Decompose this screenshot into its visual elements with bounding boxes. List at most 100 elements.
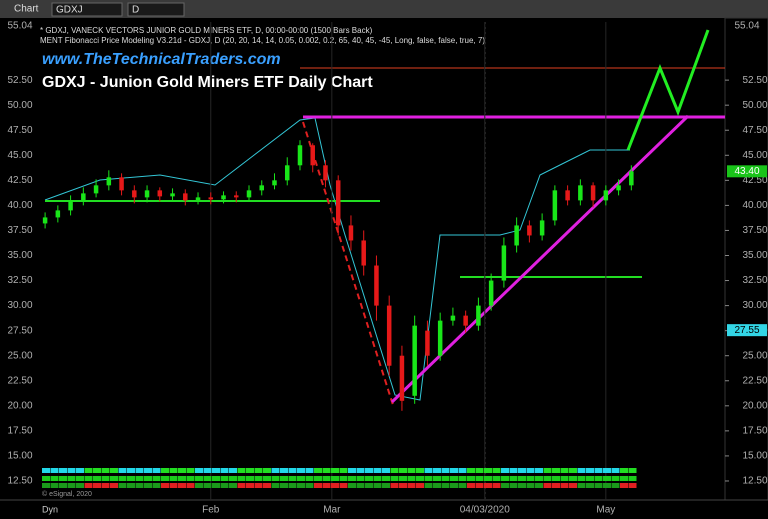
x-tick-label: 04/03/2020 [460, 505, 510, 516]
indicator-strip [229, 468, 237, 473]
indicator-strip [288, 483, 297, 488]
indicator-strip [212, 468, 220, 473]
indicator-strip [552, 468, 560, 473]
indicator-strip [586, 476, 594, 481]
symbol[interactable]: GDXJ [56, 5, 83, 16]
candle-body [412, 325, 417, 396]
copyright: © eSignal, 2020 [42, 490, 92, 498]
indicator-strip [93, 468, 101, 473]
y-tick-label-left: 27.50 [7, 325, 32, 336]
y-tick-label-left: 37.50 [7, 225, 32, 236]
y-tick-label-left: 45.00 [7, 150, 32, 161]
indicator-strip [416, 468, 424, 473]
indicator-strip [424, 476, 433, 481]
indicator-strip [254, 468, 263, 473]
price-tag [727, 165, 767, 178]
indicator-strip [543, 483, 552, 488]
indicator-strip [288, 476, 297, 481]
x-tick-label: Mar [323, 505, 341, 516]
candle-body [374, 265, 379, 306]
indicator-strip [161, 483, 169, 488]
indicator-strip [611, 476, 620, 481]
indicator-strip [76, 468, 84, 473]
indicator-strip [220, 476, 229, 481]
indicator-strip [373, 476, 382, 481]
candle-body [93, 185, 99, 194]
y-tick-label: 25.00 [742, 350, 767, 361]
indicator-strip [433, 476, 441, 481]
y-tick-label-left: 15.00 [7, 451, 32, 462]
indicator-strip [118, 468, 127, 473]
y-tick-label-left: 42.50 [7, 175, 32, 186]
indicator-strip [526, 483, 535, 488]
indicator-strip [416, 476, 424, 481]
indicator-strip [560, 476, 569, 481]
indicator-strip [246, 468, 254, 473]
indicator-strip [305, 483, 314, 488]
candle-body [425, 330, 430, 356]
candle-body [284, 165, 290, 181]
indicator-strip [560, 468, 569, 473]
candle-body [476, 305, 481, 326]
indicator-strip [144, 476, 152, 481]
symbol-box[interactable] [51, 2, 123, 17]
price-tag-label: 43.40 [734, 166, 759, 177]
candle-body [361, 240, 366, 266]
y-tick-label-left: 17.50 [7, 426, 32, 437]
candle-body [488, 280, 494, 306]
indicator-strip [569, 483, 577, 488]
candle-body [399, 355, 405, 401]
window-title: Chart [14, 4, 39, 15]
y-tick-label: 15.00 [742, 451, 767, 462]
y-tick-label-left: 22.50 [7, 375, 32, 386]
top-price-label: 55.04 [734, 21, 759, 32]
indicator-strip [50, 468, 59, 473]
indicator-strip [178, 476, 186, 481]
indicator-strip [59, 468, 67, 473]
indicator-strip [501, 483, 509, 488]
indicator-strip [127, 483, 135, 488]
indicator-strip [620, 483, 628, 488]
indicator-strip [577, 468, 586, 473]
indicator-strip [152, 483, 161, 488]
candle-body [208, 197, 214, 200]
price-axis [724, 17, 768, 501]
indicator-strip [50, 483, 59, 488]
indicator-strip [212, 483, 220, 488]
indicator-strip [237, 476, 246, 481]
indicator-strip [543, 468, 552, 473]
indicator-strip [365, 468, 373, 473]
candle-body [590, 185, 596, 201]
candle-body [170, 193, 175, 197]
y-tick-label-left: 40.00 [7, 200, 32, 211]
indicator-strip [339, 468, 348, 473]
indicator-strip [620, 476, 628, 481]
indicator-strip [509, 476, 518, 481]
y-tick-label-left: 32.50 [7, 275, 32, 286]
indicator-strip [67, 468, 76, 473]
candle-body [578, 185, 583, 201]
interval-box[interactable] [127, 2, 185, 17]
interval[interactable]: D [132, 5, 139, 16]
indicator-strip [271, 476, 280, 481]
indicator-strip [603, 476, 611, 481]
indicator-strip [42, 468, 50, 473]
indicator-strip [314, 468, 322, 473]
candle-body [501, 245, 507, 281]
indicator-strip [628, 483, 637, 488]
toolbar [0, 0, 768, 18]
y-tick-label: 30.00 [742, 300, 767, 311]
indicator-strip [322, 468, 331, 473]
y-tick-label: 37.50 [742, 225, 767, 236]
y-tick-label-left: 20.00 [7, 400, 32, 411]
candle-body [272, 180, 277, 186]
indicator-strip [356, 468, 365, 473]
indicator-strip [416, 483, 424, 488]
indicator-strip [152, 476, 161, 481]
indicator-strip [305, 476, 314, 481]
candle-body [259, 185, 264, 191]
indicator-strip [424, 468, 433, 473]
y-tick-label-left: 30.00 [7, 300, 32, 311]
candle-body [323, 165, 328, 181]
